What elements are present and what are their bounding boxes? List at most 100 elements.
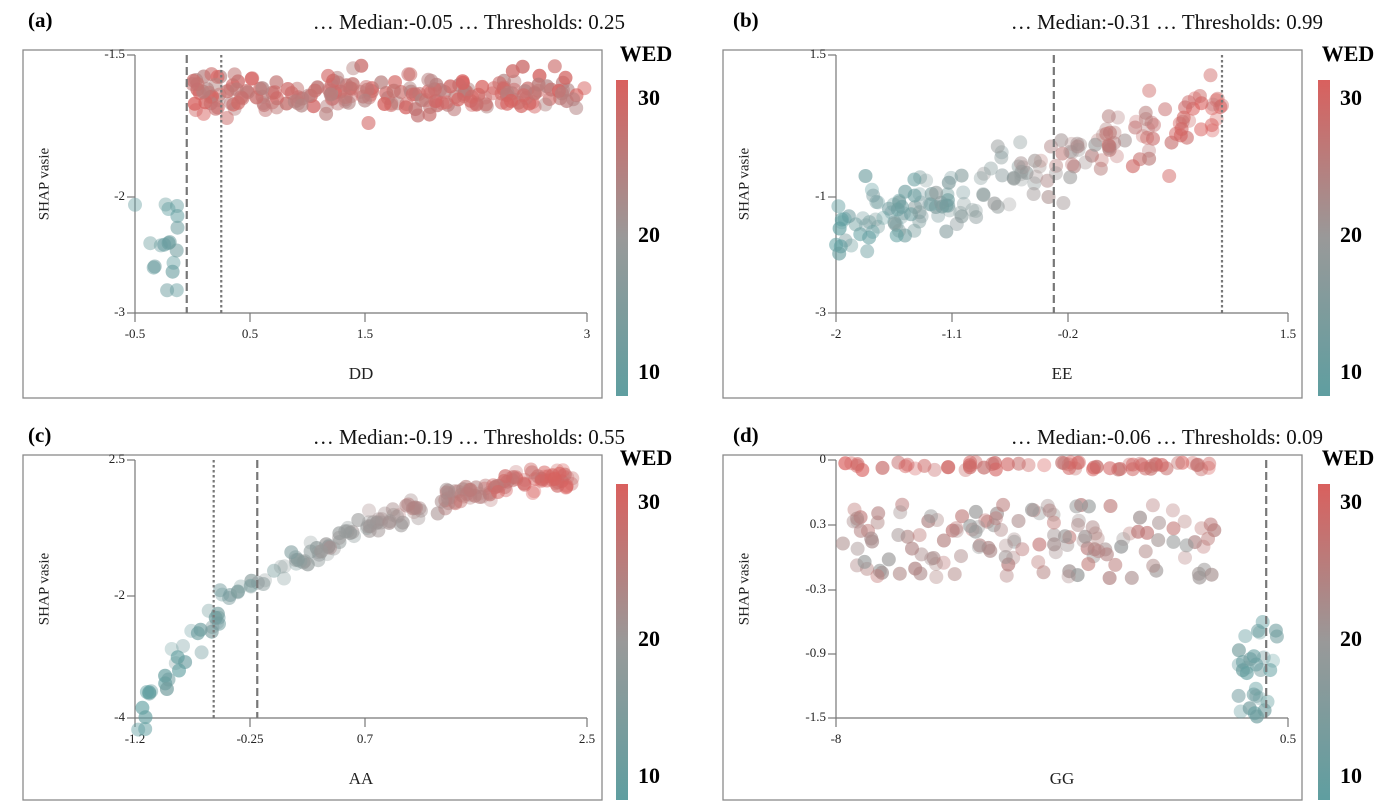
data-point [977,460,991,475]
data-point [387,83,402,98]
data-point [435,96,450,111]
data-point [1002,197,1017,212]
data-point [976,187,991,202]
data-point [1056,196,1071,210]
colorbar-tick-label: 20 [1340,222,1362,247]
data-point [1109,149,1124,164]
data-point [1133,510,1147,525]
y-tick-label: -1.5 [104,46,125,61]
data-point [983,543,998,558]
data-point [1067,159,1082,174]
data-point [1108,557,1123,572]
data-point [170,209,185,223]
data-point [853,523,868,538]
data-point [361,116,376,130]
data-point [1182,113,1197,128]
data-point [1085,520,1100,535]
data-point [267,563,281,578]
data-point [891,528,906,542]
data-point [1192,89,1207,103]
data-point [1026,187,1041,201]
data-point [1027,176,1042,191]
data-point [208,77,223,92]
data-point [875,565,889,580]
data-point [987,196,1002,211]
data-point [1249,689,1264,703]
data-point [210,606,225,621]
data-point [850,511,865,526]
data-point [258,573,272,588]
data-point [1032,537,1047,552]
data-point [835,536,850,551]
data-point [277,559,292,574]
data-point [235,91,250,106]
x-axis-title: DD [349,364,374,383]
data-point [1049,158,1064,173]
data-point [227,67,242,82]
data-point [421,72,436,87]
data-point [1116,532,1131,546]
y-tick-label: -3 [114,304,125,319]
data-point [1031,555,1046,570]
x-tick-label: 3 [584,326,591,341]
data-point [547,472,562,486]
data-point [403,67,418,82]
data-point [1125,159,1140,174]
data-point [160,283,175,298]
y-tick-label: -0.3 [805,581,826,596]
data-point [1202,456,1217,471]
data-point [386,507,401,522]
data-point [976,188,991,202]
data-point [917,458,932,473]
data-point [1268,623,1283,638]
x-tick-label: -2 [831,326,842,341]
data-point [1093,161,1108,176]
data-point [258,103,273,117]
data-point [956,196,971,211]
data-point [963,460,977,475]
data-point [558,70,573,85]
data-point [907,172,922,187]
data-point [530,469,545,484]
y-tick-label: 0 [820,451,827,466]
scatter-points [835,455,1284,724]
data-point [994,150,1009,165]
data-point [385,502,400,517]
data-point [939,198,954,213]
data-point [988,511,1003,526]
x-tick-label: 0.7 [357,731,374,746]
data-point [244,71,259,86]
colorbar-tick-label: 30 [638,489,660,514]
data-point [1065,157,1080,172]
data-point [1015,542,1030,557]
data-point [1094,153,1109,168]
panel-label: (a) [28,8,53,32]
data-point [395,515,410,530]
data-point [940,187,955,202]
panel-a: (a) … Median:-0.05 … Thresholds: 0.25 -1.5… [22,8,672,399]
data-point [185,77,200,91]
panel-label: (c) [28,423,51,447]
data-point [908,461,923,476]
data-point [922,197,937,212]
data-point [889,228,904,243]
data-point [1176,110,1191,125]
data-point [371,512,386,527]
data-point [464,89,479,104]
data-point [1206,97,1220,112]
data-point [244,573,259,588]
data-point [1011,514,1026,528]
data-point [411,511,426,526]
data-point [912,205,927,220]
y-tick-label: -4 [114,709,125,724]
data-point [1103,499,1118,513]
x-tick-label: 1.5 [1280,326,1296,341]
data-point [1138,112,1153,126]
data-point [995,168,1010,183]
data-point [507,74,522,89]
data-point [1151,533,1166,548]
data-point [908,561,923,576]
data-point [1071,518,1085,532]
data-point [973,171,988,186]
panel-c: (c) … Median:-0.19 … Thresholds: 0.55 2.5 -… [22,423,672,801]
